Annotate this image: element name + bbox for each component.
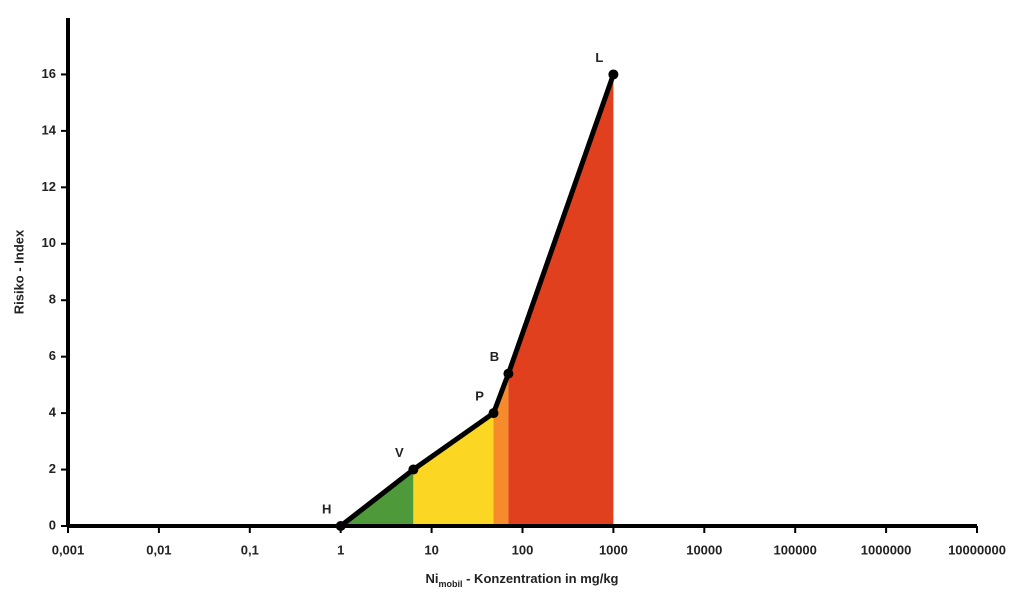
x-tick-label: 1000000 (861, 542, 912, 557)
risk-region (508, 74, 614, 526)
point (335, 521, 346, 531)
y-tick-label: 2 (49, 461, 56, 476)
x-tick-label: 0,001 (52, 542, 85, 557)
y-axis-label: Risiko - Index (11, 229, 26, 314)
y-tick-label: 0 (49, 517, 56, 532)
point (408, 464, 419, 475)
y-tick-label: 14 (42, 122, 57, 137)
point-label: H (322, 501, 331, 516)
point-label: P (475, 389, 484, 404)
x-tick-label: 10 (424, 542, 438, 557)
x-label-sub: mobil (439, 579, 463, 589)
y-tick-label: 12 (42, 179, 56, 194)
y-tick-label: 16 (42, 66, 56, 81)
point-label: L (595, 50, 603, 65)
x-tick-label: 100 (512, 542, 534, 557)
x-tick-label: 1000 (599, 542, 628, 557)
x-label-rest: - Konzentration in mg/kg (463, 571, 619, 586)
point (608, 69, 619, 80)
point-label: B (490, 349, 499, 364)
y-tick-label: 10 (42, 235, 56, 250)
y-tick-label: 8 (49, 292, 56, 307)
point-label: V (395, 445, 404, 460)
x-tick-label: 100000 (774, 542, 817, 557)
x-axis-label: Nimobil - Konzentration in mg/kg (426, 571, 619, 589)
risk-region (413, 413, 494, 526)
x-label-main: Ni (426, 571, 439, 586)
x-tick-label: 10000 (686, 542, 722, 557)
y-tick-label: 4 (49, 405, 57, 420)
x-tick-label: 1 (337, 542, 344, 557)
x-tick-label: 0,01 (146, 542, 171, 557)
x-tick-label: 10000000 (948, 542, 1006, 557)
point (503, 368, 514, 379)
x-tick-label: 0,1 (241, 542, 259, 557)
point (488, 408, 499, 419)
y-tick-label: 6 (49, 348, 56, 363)
